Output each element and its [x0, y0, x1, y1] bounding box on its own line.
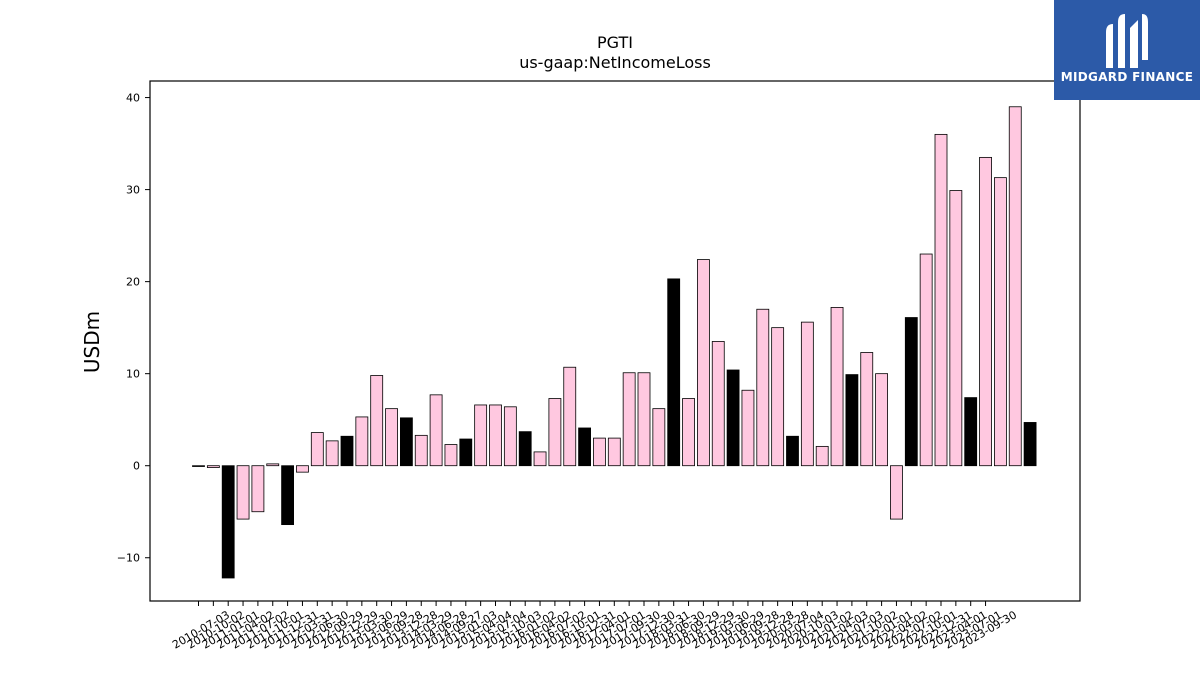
- bar: [622, 372, 636, 467]
- bar: [563, 366, 577, 467]
- y-axis-label: USDm: [80, 311, 104, 373]
- bar: [340, 435, 354, 467]
- bar: [756, 308, 770, 467]
- bar: [221, 465, 235, 579]
- bar: [652, 408, 666, 467]
- bar: [578, 427, 591, 467]
- chart-title: PGTI: [597, 33, 633, 52]
- logo-text: MIDGARD FINANCE: [1060, 70, 1194, 84]
- bar: [697, 259, 710, 467]
- bar: [251, 465, 265, 513]
- y-tick-label: 0: [133, 460, 140, 473]
- bar: [845, 374, 859, 467]
- bar: [964, 397, 978, 467]
- bar: [919, 253, 933, 467]
- bar: [370, 375, 384, 467]
- bar: [979, 156, 992, 467]
- bar: [860, 352, 874, 467]
- bar: [266, 463, 280, 467]
- bar: [786, 435, 799, 467]
- bar: [771, 327, 785, 467]
- y-tick-label: 10: [126, 368, 140, 381]
- chart-subtitle: us-gaap:NetIncomeLoss: [519, 53, 711, 72]
- bar: [904, 317, 918, 467]
- bar: [667, 278, 681, 467]
- bar: [518, 431, 532, 467]
- bar: [533, 451, 547, 467]
- bar: [385, 408, 398, 467]
- y-axis: −10 0 10 20 30 40: [117, 92, 150, 565]
- bar: [399, 417, 413, 467]
- bar: [815, 445, 829, 467]
- bar: [875, 373, 888, 467]
- bar: [489, 404, 502, 467]
- bar: [949, 190, 963, 467]
- bar: [741, 389, 755, 467]
- bar: [682, 398, 695, 467]
- bar: [637, 372, 651, 467]
- bar: [800, 321, 814, 467]
- bar: [325, 440, 339, 467]
- bar: [503, 406, 517, 467]
- midgard-finance-logo: MIDGARD FINANCE: [1054, 0, 1200, 100]
- bar: [414, 434, 428, 467]
- bar: [711, 341, 725, 467]
- bars: [192, 106, 1037, 579]
- x-axis: 2010-07-032010-10-022011-01-012011-04-02…: [170, 601, 1019, 652]
- midgard-logo-icon: [1106, 14, 1148, 68]
- bar: [206, 465, 220, 468]
- bar: [429, 394, 443, 467]
- bar: [459, 438, 473, 467]
- bar: [548, 398, 562, 467]
- bar: [296, 465, 309, 473]
- bar: [890, 465, 903, 520]
- y-tick-label: 40: [126, 92, 140, 105]
- bar: [474, 404, 488, 467]
- bar: [994, 177, 1007, 467]
- bar: [192, 465, 205, 467]
- bar: [444, 444, 458, 467]
- plot-frame: [149, 80, 1081, 602]
- bar: [934, 133, 948, 467]
- y-tick-label: 20: [126, 276, 140, 289]
- y-tick-label: 30: [126, 184, 140, 197]
- bar: [281, 465, 295, 526]
- bar: [1008, 106, 1022, 467]
- bar: [593, 437, 606, 467]
- bar: [607, 437, 621, 467]
- bar: [355, 416, 369, 467]
- bar: [310, 432, 324, 467]
- bar: [236, 465, 250, 520]
- y-tick-label: −10: [117, 552, 140, 565]
- bar: [830, 307, 844, 467]
- bar: [1023, 422, 1037, 467]
- bar: [726, 369, 740, 467]
